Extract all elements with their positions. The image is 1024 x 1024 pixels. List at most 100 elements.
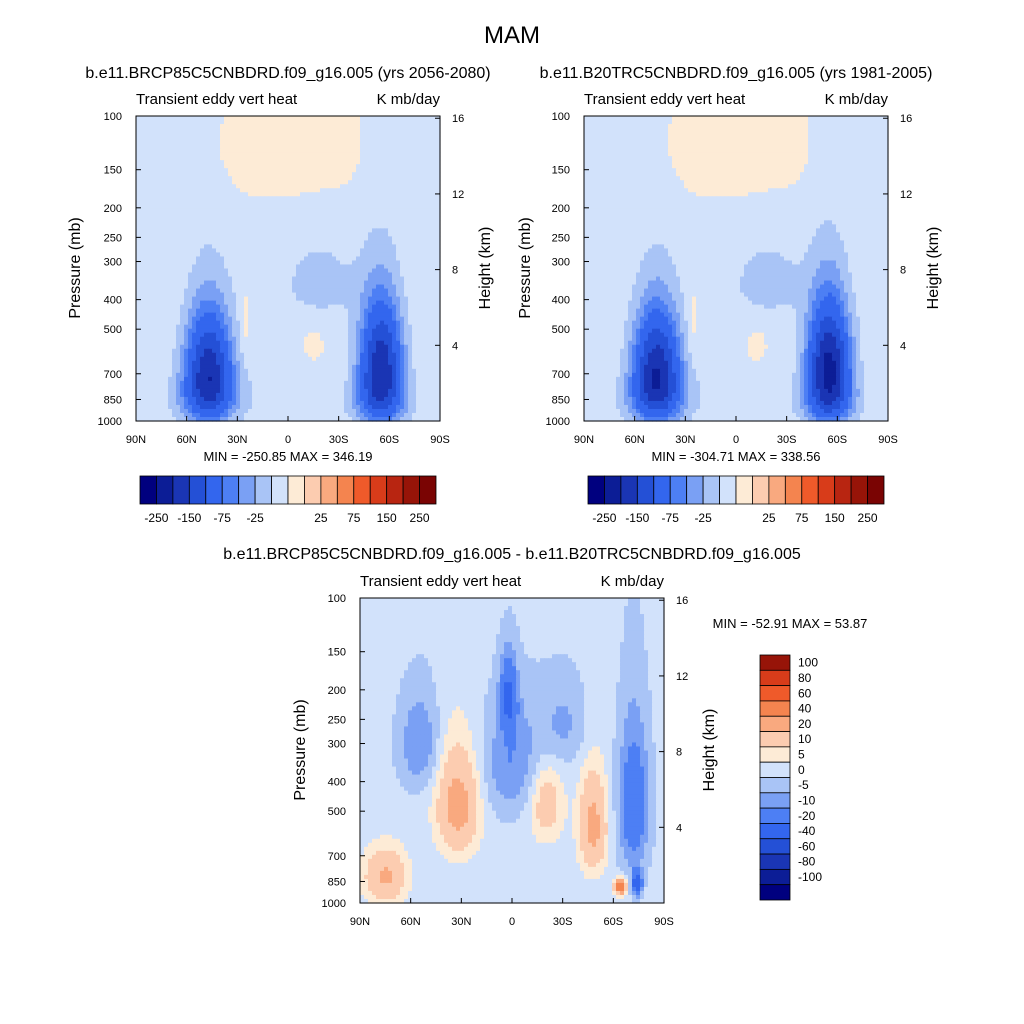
contour-cell [224,308,229,314]
contour-cell [368,320,373,326]
contour-cell [248,264,253,270]
contour-cell [316,256,321,262]
contour-cell [196,220,201,225]
contour-cell [436,332,441,338]
contour-cell [428,228,433,233]
contour-cell [404,308,409,314]
contour-cell [192,308,197,314]
contour-cell [260,296,265,302]
contour-cell [180,300,185,306]
contour-cell [212,360,217,366]
contour-cell [136,264,141,270]
contour-cell [324,316,329,322]
contour-cell [348,140,353,145]
contour-cell [360,324,365,330]
contour-cell [312,372,317,378]
contour-cell [204,116,209,121]
contour-cell [188,332,193,338]
contour-cell [316,232,321,237]
contour-cell [276,196,281,201]
contour-cell [376,144,381,149]
contour-cell [276,136,281,141]
contour-cell [160,236,165,241]
contour-cell [352,212,357,217]
contour-cell [320,120,325,125]
contour-cell [212,184,217,189]
contour-cell [164,244,169,250]
contour-cell [216,372,221,378]
contour-cell [232,304,237,310]
contour-cell [432,192,437,197]
contour-cell [428,352,433,358]
contour-cell [200,156,205,161]
contour-cell [300,376,305,382]
contour-cell [308,360,313,366]
contour-cell [180,144,185,149]
contour-cell [308,216,313,221]
contour-cell [136,120,141,125]
contour-cell [356,220,361,225]
contour-cell [344,344,349,350]
contour-cell [372,372,377,378]
contour-cell [144,236,149,241]
contour-cell [356,368,361,374]
contour-cell [220,304,225,310]
contour-cell [204,284,209,290]
contour-cell [336,136,341,141]
contour-cell [140,288,145,294]
contour-cell [204,292,209,298]
contour-cell [204,344,209,350]
contour-cell [344,116,349,121]
contour-cell [208,152,213,157]
contour-cell [236,164,241,169]
contour-cell [304,156,309,161]
contour-cell [304,352,309,358]
contour-cell [152,120,157,125]
contour-cell [176,180,181,185]
contour-cell [420,160,425,165]
contour-cell [312,356,317,362]
contour-cell [200,176,205,181]
contour-cell [392,180,397,185]
contour-cell [240,352,245,358]
contour-cell [396,324,401,330]
contour-cell [408,288,413,294]
contour-cell [360,176,365,181]
contour-cell [136,244,141,250]
contour-cell [208,264,213,270]
contour-cell [384,144,389,149]
contour-cell [280,344,285,350]
contour-cell [248,196,253,201]
contour-cell [220,260,225,266]
contour-cell [392,304,397,310]
contour-cell [356,132,361,137]
contour-cell [312,168,317,173]
contour-cell [220,256,225,262]
contour-cell [280,136,285,141]
contour-cell [168,360,173,366]
contour-cell [232,272,237,278]
contour-cell [228,292,233,298]
contour-cell [260,360,265,366]
contour-cell [236,116,241,121]
contour-cell [192,188,197,193]
contour-cell [272,372,277,378]
contour-cell [212,340,217,346]
contour-cell [384,284,389,290]
contour-cell [260,124,265,129]
contour-cell [368,132,373,137]
contour-cell [196,188,201,193]
contour-cell [156,244,161,250]
contour-cell [260,228,265,233]
contour-cell [280,304,285,310]
contour-cell [204,328,209,334]
contour-cell [268,220,273,225]
contour-cell [200,344,205,350]
contour-cell [188,344,193,350]
contour-cell [348,312,353,318]
contour-cell [264,364,269,370]
contour-cell [220,280,225,286]
contour-cell [148,244,153,250]
contour-cell [380,148,385,153]
contour-cell [252,196,257,201]
